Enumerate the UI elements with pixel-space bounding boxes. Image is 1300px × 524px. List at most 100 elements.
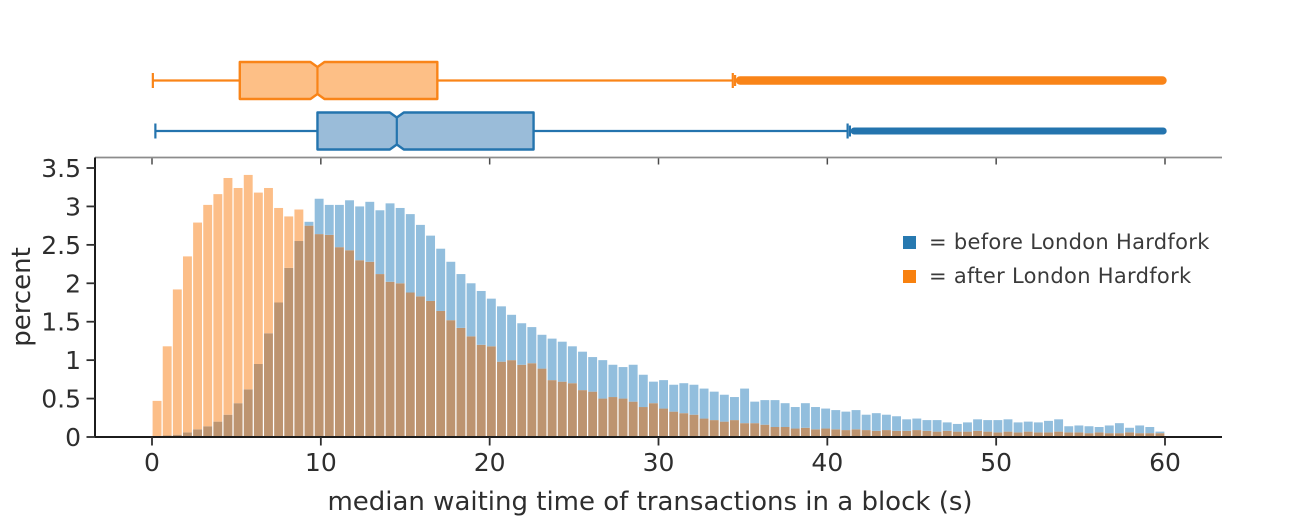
histogram-bar-overlap <box>892 430 901 437</box>
histogram-bar-before <box>1135 425 1145 434</box>
histogram-bar-before <box>1125 427 1134 433</box>
legend: = before London Hardfork = after London … <box>903 225 1210 293</box>
histogram-bar-overlap <box>223 414 233 437</box>
histogram-bar-before <box>527 327 537 364</box>
histogram-bar-before <box>456 274 466 328</box>
histogram-bar-overlap <box>1114 433 1124 437</box>
histogram-bar-overlap <box>436 310 446 437</box>
histogram-bar-before <box>426 235 436 301</box>
histogram-bar-overlap <box>426 300 436 437</box>
histogram-bar-before <box>486 298 496 347</box>
histogram-bar-before <box>851 410 861 430</box>
histogram-bar-overlap <box>274 302 284 437</box>
histogram-bar-before <box>709 391 719 421</box>
histogram-bar-before <box>355 206 365 261</box>
histogram-bar-before <box>446 261 456 321</box>
panel-divider-ticks <box>151 158 1166 165</box>
legend-swatch-after-icon <box>903 269 916 283</box>
histogram-bar-overlap <box>790 428 800 437</box>
histogram-bar-before <box>699 388 709 419</box>
histogram-bar-overlap <box>1145 433 1155 437</box>
histogram-bar-before <box>466 283 476 337</box>
histogram-bar-overlap <box>912 430 922 437</box>
histogram-bar-overlap <box>1054 431 1064 437</box>
y-tick-label: 2 <box>65 269 81 298</box>
histogram-bar-overlap <box>821 428 831 437</box>
histogram-bar-before <box>476 290 486 345</box>
histogram-bar-overlap <box>638 407 648 437</box>
histogram-bar-overlap <box>932 431 942 437</box>
y-axis-ticks: 0 0.5 1 1.5 2 2.5 3 3.5 <box>41 154 95 452</box>
histogram-bar-overlap <box>699 418 709 437</box>
histogram-bar-overlap <box>679 413 689 437</box>
histogram-bar-overlap <box>861 430 871 437</box>
histogram-bar-before <box>385 203 395 282</box>
x-tick-label: 20 <box>474 448 506 477</box>
histogram-bar-overlap <box>476 344 486 437</box>
histogram-bar-before <box>314 198 324 235</box>
histogram-bar-overlap <box>345 250 354 437</box>
histogram-bar-before <box>507 314 517 361</box>
histogram-bar-before <box>1033 422 1043 433</box>
histogram-bar-after <box>203 204 213 427</box>
histogram-bar-overlap <box>405 292 415 437</box>
histogram-bar-overlap <box>1013 432 1023 437</box>
histogram-bar-before <box>517 323 527 365</box>
histogram-bar-overlap <box>355 260 365 437</box>
histogram-bar-overlap <box>233 403 243 437</box>
x-tick-label: 50 <box>980 448 1012 477</box>
histogram-bar-overlap <box>527 363 537 437</box>
histogram-bar-overlap <box>648 403 658 437</box>
histogram-bar-before <box>770 400 780 428</box>
histogram-bar-after <box>213 194 223 422</box>
histogram-bar-before <box>1084 426 1094 434</box>
histogram-bar-overlap <box>193 429 203 437</box>
boxplot-before <box>154 111 1167 151</box>
histogram-bar-overlap <box>851 429 861 437</box>
histogram-bar-overlap <box>628 401 638 437</box>
histogram-bar-before <box>942 422 952 431</box>
histogram-bar-overlap <box>902 430 912 437</box>
histogram-bar-before <box>588 357 598 392</box>
histogram-bar-overlap <box>486 346 496 437</box>
histogram-bar-after <box>253 192 263 364</box>
histogram-bar-before <box>648 381 658 404</box>
histogram-bar-after <box>264 187 273 334</box>
histogram-bar-overlap <box>841 430 851 437</box>
legend-label-before: = before London Hardfork <box>929 230 1210 254</box>
histogram-bar-after <box>182 256 192 433</box>
histogram-bar-before <box>750 401 760 424</box>
histogram-bar-before <box>324 204 334 235</box>
histogram-bar-overlap <box>537 368 547 437</box>
histogram-bar-overlap <box>567 383 577 437</box>
histogram-bar-before <box>719 394 729 422</box>
histogram-bar-overlap <box>1003 431 1013 437</box>
y-tick-label: 3 <box>65 192 81 221</box>
y-tick-label: 3.5 <box>41 154 81 183</box>
histogram-bar-before <box>760 400 770 425</box>
histogram-bar-before <box>902 419 912 431</box>
histogram-bar-overlap <box>1084 433 1094 437</box>
histogram-bar-before <box>557 341 567 382</box>
legend-swatch-before-icon <box>903 235 916 249</box>
histogram-bar-overlap <box>284 267 294 437</box>
histogram-bar-overlap <box>811 429 820 437</box>
histogram-bar-after <box>172 289 182 435</box>
histogram-bar-overlap <box>172 434 182 437</box>
histogram-bar-overlap <box>881 430 891 437</box>
histogram-bar-before <box>811 407 820 430</box>
histogram-bar-overlap <box>294 241 304 437</box>
histogram-bar-before <box>334 204 344 248</box>
histogram-bar-before <box>1155 431 1165 434</box>
histogram-bar-overlap <box>608 397 618 437</box>
histogram-bar-overlap <box>203 426 213 437</box>
histogram-bar-overlap <box>618 398 628 437</box>
histogram-bar-overlap <box>385 281 395 437</box>
boxplot-after <box>151 60 1167 101</box>
histogram-bar-overlap <box>588 391 598 437</box>
box <box>316 111 535 151</box>
histogram-bar-before <box>821 408 831 429</box>
legend-item-after: = after London Hardfork <box>903 259 1210 293</box>
legend-label-after: = after London Hardfork <box>929 264 1192 288</box>
